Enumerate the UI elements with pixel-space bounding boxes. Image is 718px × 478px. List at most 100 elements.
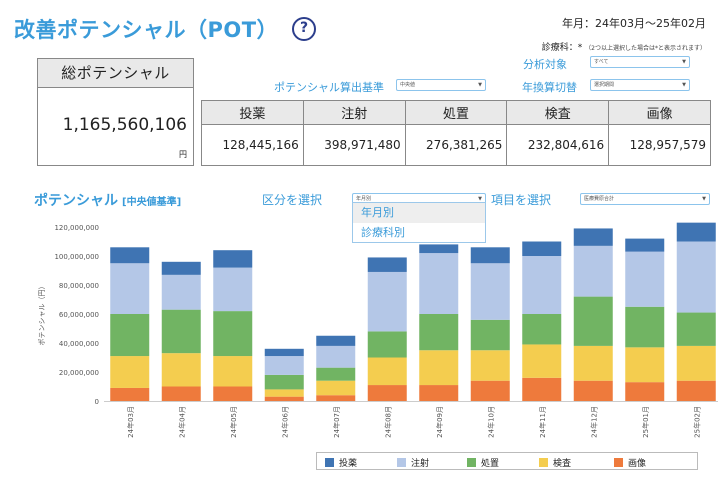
chevron-down-icon: ▼: [702, 196, 706, 202]
category-value: 398,971,480: [302, 124, 406, 166]
potential-basis-label: ポテンシャル算出基準: [274, 81, 384, 94]
legend-label: 処置: [481, 459, 500, 469]
x-tick-label: 24年06月: [280, 406, 289, 438]
legend-item: 検査: [539, 456, 571, 469]
bar-segment: [419, 314, 459, 351]
category-table: 投薬 注射 処置 検査 画像 128,445,166 398,971,480 2…: [201, 100, 711, 166]
bar-segment: [110, 387, 150, 401]
x-tick-label: 25年01月: [641, 406, 650, 438]
x-tick-label: 24年12月: [589, 406, 598, 438]
bar-segment: [161, 309, 201, 354]
x-tick-label: 24年04月: [177, 406, 186, 438]
bar-segment: [213, 250, 253, 268]
bar-segment: [213, 267, 253, 312]
chart-legend: 投薬 注射 処置 検査 画像: [316, 452, 698, 470]
bar-segment: [161, 261, 201, 275]
bar-segment: [676, 312, 716, 346]
bar-segment: [110, 356, 150, 388]
category-value: 232,804,616: [506, 124, 610, 166]
y-axis-label: ポテンシャル（円）: [38, 283, 46, 346]
bar-segment: [419, 253, 459, 314]
bar-segment: [522, 241, 562, 256]
bar-segment: [470, 319, 510, 351]
bar-segment: [419, 244, 459, 254]
potential-stacked-bar-chart: 0 20,000,000 40,000,000 60,000,000 80,000,00…: [38, 222, 718, 438]
bar-segment: [676, 222, 716, 242]
section-subtitle: [中央値基準]: [122, 197, 182, 208]
bar-segment: [522, 314, 562, 345]
category-value: 128,445,166: [201, 124, 304, 166]
annual-switch-label: 年換算切替: [522, 81, 577, 94]
potential-basis-value: 中央値: [400, 82, 416, 88]
chevron-down-icon: ▼: [478, 196, 482, 202]
department-note: （2つ以上選択した場合は*と表示されます）: [585, 45, 706, 52]
x-tick-label: 24年09月: [435, 406, 444, 438]
help-icon[interactable]: ?: [292, 17, 316, 41]
category-value: 128,957,579: [608, 124, 711, 166]
annual-switch-value: 選択期間: [594, 82, 615, 88]
legend-swatch: [325, 458, 334, 467]
legend-swatch: [467, 458, 476, 467]
x-tick-label: 24年07月: [332, 406, 341, 438]
bar-segment: [367, 385, 407, 401]
bar-segment: [110, 314, 150, 357]
chevron-down-icon: ▼: [478, 82, 482, 88]
analysis-target-value: すべて: [594, 59, 609, 65]
total-potential-unit: 円: [179, 150, 187, 159]
department-label: 診療科：* （2つ以上選択した場合は*と表示されます）: [542, 40, 706, 53]
bar-segment: [573, 245, 613, 297]
bar-segment: [676, 241, 716, 313]
legend-label: 投薬: [339, 459, 358, 469]
bar-segment: [110, 247, 150, 264]
bar-segment: [625, 306, 665, 348]
potential-basis-select[interactable]: 中央値 ▼: [396, 79, 486, 91]
bar-segment: [316, 345, 356, 368]
bar-segment: [625, 382, 665, 401]
bar-segment: [213, 311, 253, 357]
bar-segment: [522, 256, 562, 314]
category-dropdown-list: 年月別 診療科別: [352, 202, 486, 243]
legend-swatch: [539, 458, 548, 467]
x-tick-label: 25年02月: [692, 406, 701, 438]
bar-segment: [264, 396, 304, 401]
dropdown-option-department[interactable]: 診療科別: [361, 226, 405, 239]
bar-segment: [676, 380, 716, 401]
y-tick-label: 100,000,000: [54, 253, 99, 261]
bar-segment: [419, 350, 459, 386]
department-value: 診療科：*: [541, 43, 583, 53]
category-header: 処置: [404, 100, 508, 125]
legend-item: 処置: [467, 456, 499, 469]
total-potential-value: 1,165,560,106: [62, 115, 187, 135]
bar-segment: [625, 238, 665, 252]
annual-switch-select[interactable]: 選択期間 ▼: [590, 79, 690, 91]
category-select-value: 年月別: [356, 196, 372, 202]
section-title-text: ポテンシャル: [34, 193, 118, 209]
category-header: 画像: [608, 100, 711, 125]
page-title: 改善ポテンシャル（POT）: [14, 18, 279, 42]
legend-item: 注射: [397, 456, 429, 469]
legend-swatch: [397, 458, 406, 467]
legend-item: 画像: [614, 456, 646, 469]
bar-segment: [573, 345, 613, 381]
bar-segment: [264, 356, 304, 375]
period-label: 年月：24年03月～25年02月: [562, 17, 706, 30]
x-tick-label: 24年08月: [383, 406, 392, 438]
bar-segment: [573, 296, 613, 346]
category-header: 検査: [506, 100, 610, 125]
dropdown-option-monthly[interactable]: 年月別: [353, 203, 485, 223]
item-select[interactable]: 医療費原合計 ▼: [580, 193, 710, 205]
y-tick-label: 20,000,000: [59, 369, 99, 377]
total-potential-card: 総ポテンシャル 1,165,560,106 円: [37, 58, 194, 166]
bar-segment: [522, 377, 562, 401]
bar-segment: [316, 395, 356, 401]
bar-segment: [316, 380, 356, 396]
bar-segment: [264, 348, 304, 357]
analysis-target-select[interactable]: すべて ▼: [590, 56, 690, 68]
y-tick-label: 0: [95, 398, 99, 406]
bar-segment: [573, 380, 613, 401]
chevron-down-icon: ▼: [682, 59, 686, 65]
bar-segment: [161, 274, 201, 310]
legend-label: 画像: [628, 459, 647, 469]
category-header: 注射: [302, 100, 406, 125]
item-select-value: 医療費原合計: [584, 196, 615, 202]
